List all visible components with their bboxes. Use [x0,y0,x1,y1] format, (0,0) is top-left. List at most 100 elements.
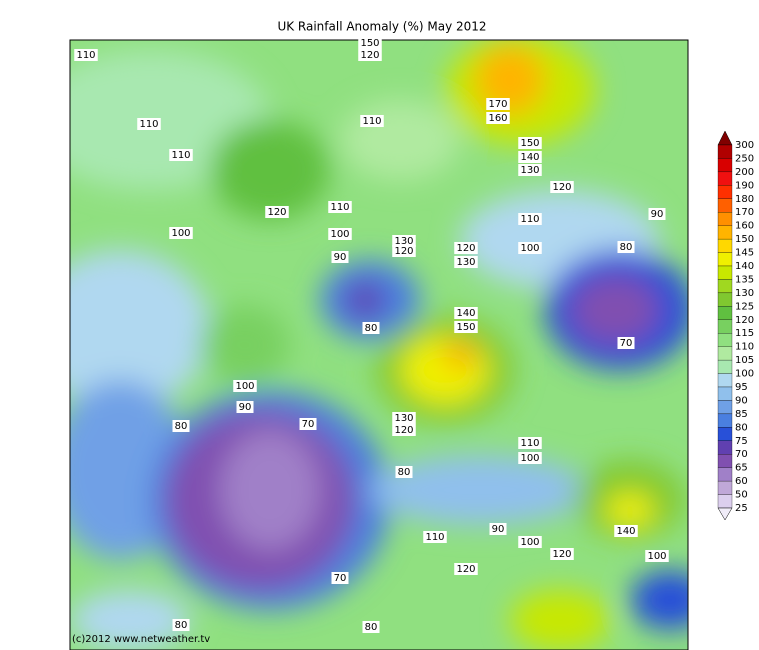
colorbar-label: 135 [735,274,754,285]
colorbar-swatch [717,265,733,280]
contour-label-bg [358,37,382,49]
contour-label-bg [395,466,413,478]
contour-label-bg [423,531,447,543]
contour-label-bg [233,380,257,392]
contour-label: 150 [456,322,475,333]
contour-label: 130 [394,413,413,424]
contour-label: 80 [175,421,188,432]
colorbar-label: 300 [735,140,754,151]
colorbar-swatch [717,252,733,267]
anomaly-map [70,40,688,650]
contour-label-bg [392,412,416,424]
contour-label: 130 [520,165,539,176]
contour-label: 100 [520,537,539,548]
contour-label-bg [454,242,478,254]
colorbar-top-arrow [717,130,733,146]
colorbar-swatch [717,198,733,213]
contour-label: 110 [139,119,158,130]
contour-label: 110 [362,116,381,127]
colorbar-swatch [717,427,733,441]
contour-label: 120 [267,207,286,218]
contour-label-bg [614,525,638,537]
colorbar-label: 180 [735,194,754,205]
contour-label-bg [331,251,349,263]
colorbar-swatch [717,158,733,173]
colorbar-label: 75 [735,436,748,447]
colorbar-swatch [717,212,733,226]
contour-label-bg [550,548,574,560]
colorbar-swatch [717,319,733,334]
contour-label-bg [265,206,289,218]
colorbar-label: 95 [735,382,748,393]
colorbar-label: 80 [735,422,748,433]
contour-label: 80 [365,622,378,633]
colorbar-swatch [717,440,733,455]
contour-label-bg [169,227,193,239]
contour-label-bg [454,563,478,575]
colorbar-swatch [717,454,733,468]
contour-label-bg [518,437,542,449]
contour-label-bg [358,49,382,61]
colorbar-swatch [717,185,733,199]
contour-label: 110 [330,202,349,213]
colorbar-swatch [717,225,733,240]
contour-label-bg [299,418,317,430]
contour-label: 70 [302,419,315,430]
contour-label-bg [617,337,635,349]
colorbar-label: 70 [735,449,748,460]
contour-label: 90 [651,209,664,220]
contour-label: 90 [239,402,252,413]
colorbar-label: 100 [735,369,754,380]
contour-label-bg [172,619,190,631]
contour-label-bg [518,452,542,464]
credit: (c)2012 www.netweather.tv [72,634,210,645]
contour-label: 160 [488,113,507,124]
contour-label-bg [645,550,669,562]
colorbar-swatch [717,467,733,482]
contour-label-bg [172,420,190,432]
contour-label-bg [328,201,352,213]
colorbar-label: 105 [735,355,754,366]
contour-label: 100 [647,551,666,562]
contour-label: 70 [334,573,347,584]
contour-label: 80 [365,323,378,334]
contour-label-bg [236,401,254,413]
contour-label: 100 [520,243,539,254]
contour-label: 140 [616,526,635,537]
colorbar-swatch [717,413,733,428]
contour-label: 110 [520,214,539,225]
contour-label-bg [518,137,542,149]
colorbar-swatch [717,333,733,347]
contour-label: 100 [235,381,254,392]
contour-label: 120 [552,549,571,560]
colorbar-label: 50 [735,490,748,501]
contour-label-bg [617,241,635,253]
title: UK Rainfall Anomaly (%) May 2012 [277,20,486,34]
contour-label-bg [454,321,478,333]
contour-label: 80 [398,467,411,478]
contour-label-bg [137,118,161,130]
contour-label: 110 [171,150,190,161]
contour-label-bg [518,164,542,176]
colorbar-label: 25 [735,503,748,514]
colorbar-label: 250 [735,153,754,164]
contour-label: 120 [360,50,379,61]
contour-label: 130 [456,257,475,268]
contour-label-bg [392,235,416,247]
colorbar-swatch [717,480,733,495]
contour-label: 120 [552,182,571,193]
contour-label-bg [454,256,478,268]
colorbar-label: 65 [735,463,748,474]
contour-label-bg [518,536,542,548]
colorbar-swatch [717,400,733,415]
colorbar-bottom-arrow [717,507,733,521]
contour-label: 100 [330,229,349,240]
colorbar-label: 160 [735,221,754,232]
colorbar-label: 85 [735,409,748,420]
contour-label: 150 [360,38,379,49]
contour-label: 140 [456,308,475,319]
contour-label: 80 [620,242,633,253]
colorbar-label: 110 [735,342,754,353]
